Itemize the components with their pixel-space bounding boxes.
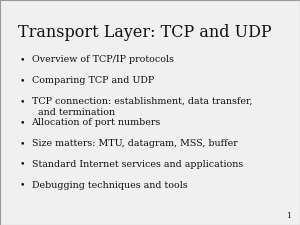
Text: •: • [20, 160, 25, 169]
Text: 1: 1 [286, 212, 291, 220]
Text: Overview of TCP/IP protocols: Overview of TCP/IP protocols [32, 55, 173, 64]
Text: Standard Internet services and applications: Standard Internet services and applicati… [32, 160, 243, 169]
Text: •: • [20, 97, 25, 106]
Text: •: • [20, 139, 25, 148]
Text: Transport Layer: TCP and UDP: Transport Layer: TCP and UDP [18, 24, 272, 41]
Text: Comparing TCP and UDP: Comparing TCP and UDP [32, 76, 154, 85]
Text: •: • [20, 118, 25, 127]
Text: Size matters: MTU, datagram, MSS, buffer: Size matters: MTU, datagram, MSS, buffer [32, 139, 237, 148]
Text: Allocation of port numbers: Allocation of port numbers [32, 118, 161, 127]
Text: •: • [20, 76, 25, 85]
Text: TCP connection: establishment, data transfer,
  and termination: TCP connection: establishment, data tran… [32, 97, 252, 117]
Text: •: • [20, 181, 25, 190]
Text: Debugging techniques and tools: Debugging techniques and tools [32, 181, 187, 190]
Text: •: • [20, 55, 25, 64]
